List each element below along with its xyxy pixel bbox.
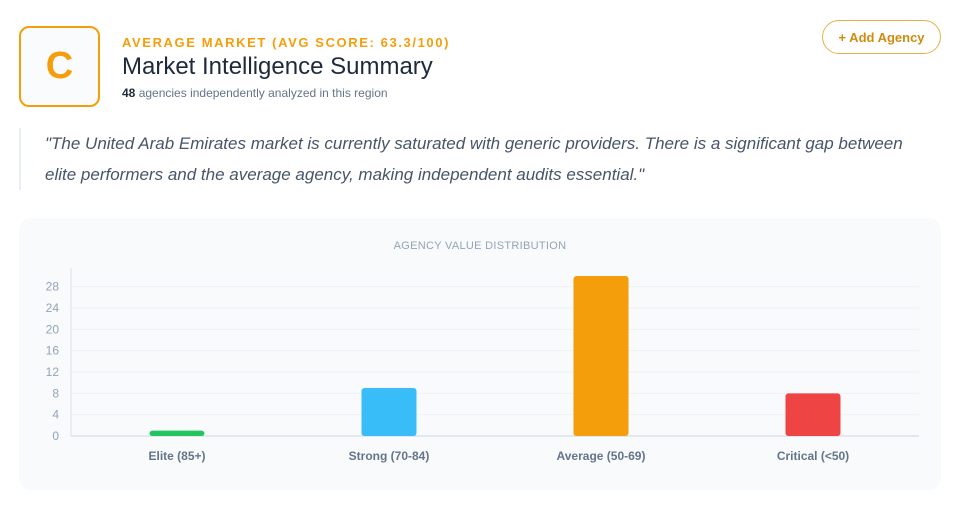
y-tick-label: 28 xyxy=(46,280,60,294)
chart-title: AGENCY VALUE DISTRIBUTION xyxy=(393,240,567,252)
x-category-label: Average (50-69) xyxy=(557,449,646,463)
y-tick-label: 4 xyxy=(52,408,59,422)
market-quote: "The United Arab Emirates market is curr… xyxy=(19,128,919,190)
bar xyxy=(361,388,417,436)
agency-count-line: 48 agencies independently analyzed in th… xyxy=(122,86,450,100)
agency-count: 48 xyxy=(122,86,136,100)
page-title: Market Intelligence Summary xyxy=(122,53,433,80)
add-agency-button[interactable]: + Add Agency xyxy=(822,20,941,54)
bar xyxy=(785,393,841,436)
chart-card: AGENCY VALUE DISTRIBUTION 0 4 8 12 16 20 24 28 E… xyxy=(19,218,941,490)
header: AVERAGE MARKET (AVG SCORE: 63.3/100) Mar… xyxy=(122,35,450,100)
bar xyxy=(149,430,205,436)
agency-count-suffix: agencies independently analyzed in this … xyxy=(135,86,388,100)
x-category-label: Elite (85+) xyxy=(148,449,205,463)
y-tick-label: 0 xyxy=(52,429,59,443)
y-tick-label: 8 xyxy=(52,386,59,400)
grade-badge: C xyxy=(19,26,100,107)
grade-letter: C xyxy=(45,45,74,87)
x-category-label: Strong (70-84) xyxy=(349,449,430,463)
y-tick-label: 16 xyxy=(46,344,60,358)
market-kicker: AVERAGE MARKET (AVG SCORE: 63.3/100) xyxy=(122,35,451,50)
bar-chart: 0 4 8 12 16 20 24 28 Elite (85+) Strong (70-84) Av… xyxy=(46,268,919,463)
y-tick-label: 12 xyxy=(46,365,60,379)
y-tick-label: 24 xyxy=(46,301,60,315)
x-category-label: Critical (<50) xyxy=(777,449,849,463)
y-tick-label: 20 xyxy=(46,322,60,336)
bar xyxy=(573,276,629,436)
